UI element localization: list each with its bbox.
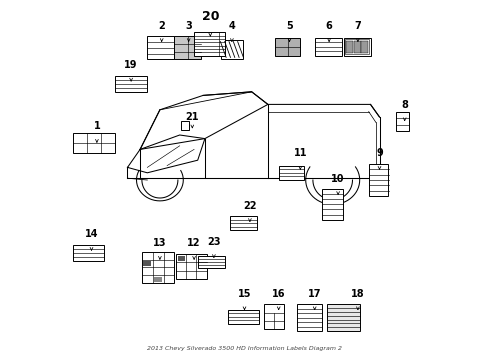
Bar xyxy=(344,39,368,54)
Bar xyxy=(176,254,206,279)
Bar xyxy=(147,36,174,59)
Text: 1: 1 xyxy=(93,121,100,131)
Text: 12: 12 xyxy=(187,238,201,248)
Bar xyxy=(197,256,224,268)
Text: 22: 22 xyxy=(243,201,256,211)
Bar xyxy=(275,38,300,56)
Bar xyxy=(181,121,189,130)
Bar xyxy=(278,166,303,180)
Text: 23: 23 xyxy=(207,237,220,247)
Bar xyxy=(296,304,321,331)
Bar xyxy=(115,76,147,92)
Text: 2: 2 xyxy=(158,21,165,31)
Text: 17: 17 xyxy=(307,289,321,299)
Bar xyxy=(353,41,360,53)
Text: 14: 14 xyxy=(84,229,98,239)
Text: 7: 7 xyxy=(354,21,361,31)
Bar xyxy=(264,304,284,329)
Text: 13: 13 xyxy=(153,238,166,248)
Bar xyxy=(230,216,257,230)
Text: 6: 6 xyxy=(325,21,332,31)
Bar xyxy=(143,261,151,266)
Text: 19: 19 xyxy=(124,60,138,70)
Text: 2013 Chevy Silverado 3500 HD Information Labels Diagram 2: 2013 Chevy Silverado 3500 HD Information… xyxy=(147,346,341,351)
Bar xyxy=(326,304,359,331)
Bar xyxy=(194,32,224,56)
Text: 3: 3 xyxy=(185,21,192,31)
Bar xyxy=(73,133,115,153)
Bar xyxy=(346,41,353,53)
Text: 21: 21 xyxy=(185,112,199,122)
Bar xyxy=(178,256,184,261)
Bar xyxy=(361,41,367,53)
Text: 18: 18 xyxy=(350,289,364,299)
Bar xyxy=(368,164,387,196)
Bar xyxy=(343,38,370,56)
Bar xyxy=(395,112,408,131)
Text: 9: 9 xyxy=(375,148,382,158)
Bar xyxy=(221,40,242,59)
Bar xyxy=(73,245,104,261)
Text: 11: 11 xyxy=(293,148,306,158)
Text: 4: 4 xyxy=(228,21,235,31)
Bar xyxy=(228,310,258,324)
Bar xyxy=(321,189,343,220)
Bar xyxy=(174,36,201,59)
Text: 5: 5 xyxy=(285,21,292,31)
Bar xyxy=(142,252,174,283)
Bar xyxy=(314,38,341,56)
Text: 15: 15 xyxy=(237,289,251,299)
Text: 10: 10 xyxy=(331,174,344,184)
Text: 8: 8 xyxy=(401,100,407,110)
Bar xyxy=(154,276,162,282)
Text: 20: 20 xyxy=(201,10,219,23)
Text: 16: 16 xyxy=(271,289,285,299)
